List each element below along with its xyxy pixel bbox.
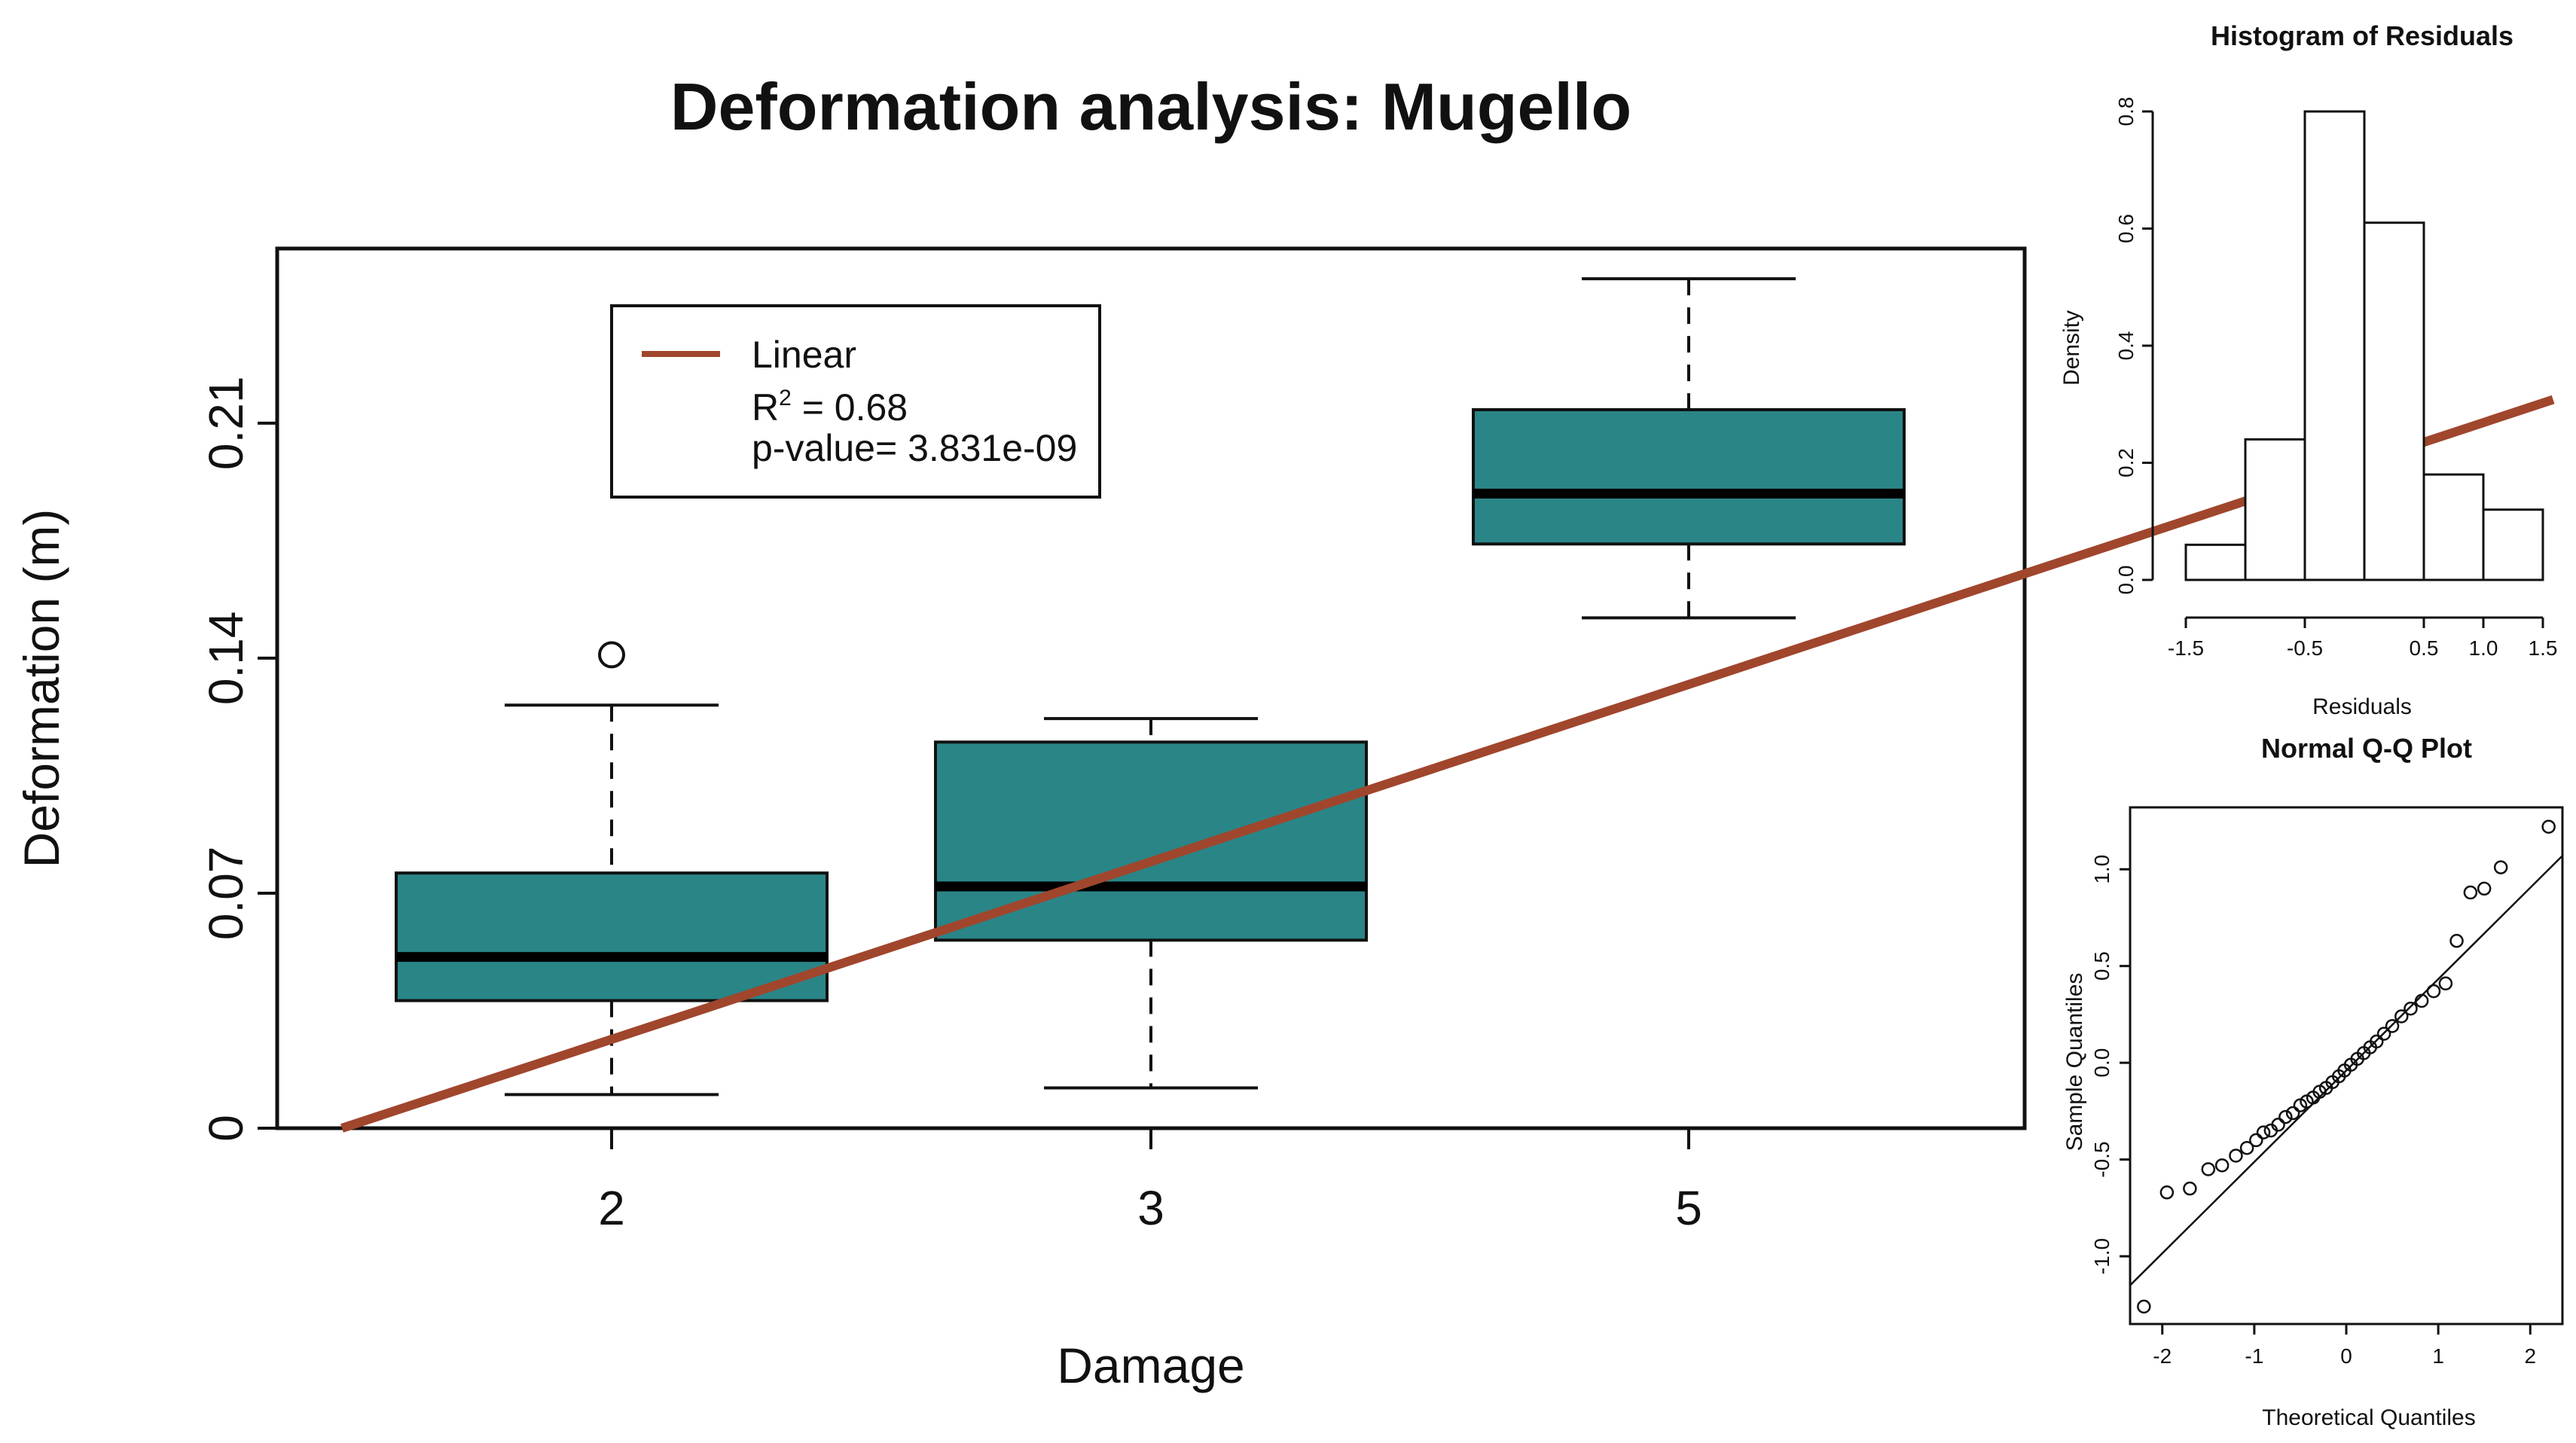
histogram-x-tick-label: 1.0 [2469,636,2498,660]
histogram-y-tick-label: 0.2 [2114,448,2138,477]
qq-point [2183,1181,2197,1196]
qq-point [2463,885,2478,900]
histogram-bar [2422,473,2485,581]
main-legend: Linear R2 = 0.68 p-value= 3.831e-09 [610,304,1101,499]
histogram-bar [2482,508,2544,581]
qq-point [2438,976,2453,991]
qq-point [2370,1034,2384,1049]
x-tick-label: 2 [598,1181,625,1235]
histogram-y-tick-label: 0.4 [2114,331,2138,361]
qq-title: Normal Q-Q Plot [2261,733,2472,764]
histogram-bars [2184,110,2544,581]
qq-y-tick-label: -0.5 [2090,1141,2114,1177]
outlier-point [598,641,625,669]
qq-point [2285,1106,2300,1121]
box-damage-2 [395,641,829,1097]
qq-point [2137,1299,2151,1314]
histogram-x-tick-label: -0.5 [2287,636,2323,660]
box-damage-5 [1472,277,1906,620]
qq-point [2278,1109,2293,1124]
qq-x-tick-label: -1 [2245,1344,2263,1368]
y-tick-label: 0.14 [199,612,253,706]
histogram-x-tick-label: -1.5 [2168,636,2204,660]
qq-point [2239,1140,2254,1155]
histogram-y-tick-label: 0.0 [2114,566,2138,595]
qq-plot-chart: Normal Q-Q Plot -2 -1 0 1 2 -1.0 -0.5 0.0 0.5 1.… [2062,733,2564,1430]
main-x-axis: 2 3 5 [598,1128,1702,1235]
x-tick-label: 3 [1137,1181,1164,1235]
main-boxes [395,277,1906,1097]
linear-fit-line [340,395,2555,1133]
legend-linear-label: Linear [752,334,856,376]
qq-x-axis-title: Theoretical Quantiles [2262,1405,2475,1430]
histogram-x-axis: -1.5 -0.5 0.5 1.0 1.5 [2168,616,2558,660]
qq-point [2376,1027,2391,1041]
qq-y-axis-title: Sample Quantiles [2062,973,2087,1152]
qq-reference-line [2129,855,2563,1286]
histogram-title: Histogram of Residuals [2211,20,2513,51]
qq-x-tick-label: 1 [2432,1344,2444,1368]
qq-point [2404,1001,2418,1016]
main-boxplot-chart: Deformation analysis: Mugello 00.070.140… [14,69,2555,1393]
histogram-x-tick-label: 1.5 [2529,636,2558,660]
y-tick-label: 0 [199,1115,253,1142]
qq-point [2256,1125,2271,1139]
qq-point [2477,881,2492,896]
qq-point [2214,1158,2230,1173]
histogram-bar [2363,221,2425,581]
qq-point [2541,819,2556,834]
histogram-bar [2184,543,2247,581]
qq-point [2394,1009,2409,1024]
qq-y-tick-label: 0.0 [2090,1048,2114,1078]
histogram-y-axis: 0.0 0.2 0.4 0.6 0.8 [2114,97,2154,595]
histogram-y-axis-title: Density [2059,310,2084,386]
qq-point [2449,934,2464,948]
qq-point [2271,1118,2285,1132]
histogram-bar [2244,438,2306,581]
histogram-y-tick-label: 0.6 [2114,214,2138,243]
qq-y-axis: -1.0 -0.5 0.0 0.5 1.0 [2090,855,2130,1274]
main-x-axis-title: Damage [1057,1338,1244,1393]
qq-point [2249,1133,2263,1148]
iqr-box [1472,407,1906,546]
iqr-box [395,871,829,1002]
qq-x-tick-label: -2 [2153,1344,2172,1368]
qq-y-tick-label: 1.0 [2090,855,2114,884]
qq-x-tick-label: 2 [2524,1344,2536,1368]
legend-pvalue-label: p-value= 3.831e-09 [752,427,1077,469]
histogram-chart: Histogram of Residuals -1.5 -0.5 0.5 1.0 1.5… [2059,20,2557,719]
histogram-x-axis-title: Residuals [2312,694,2412,719]
qq-point [2493,860,2508,874]
histogram-x-tick-label: 0.5 [2410,636,2439,660]
qq-y-tick-label: 0.5 [2090,951,2114,981]
qq-point [2385,1019,2400,1033]
qq-x-axis: -2 -1 0 1 2 [2153,1324,2536,1368]
qq-point [2414,993,2429,1008]
qq-y-tick-label: -1.0 [2090,1238,2114,1274]
legend-box [610,304,1101,499]
histogram-bar [2303,110,2366,581]
y-tick-label: 0.07 [199,847,253,941]
qq-point [2229,1149,2243,1163]
y-tick-label: 0.21 [199,377,253,471]
x-tick-label: 5 [1675,1181,1702,1235]
qq-points [2137,819,2556,1314]
main-y-axis: 0 0.07 0.14 0.21 [199,377,277,1142]
main-y-axis-title: Deformation (m) [14,509,69,868]
histogram-y-tick-label: 0.8 [2114,97,2138,127]
qq-point [2201,1162,2216,1176]
qq-x-tick-label: 0 [2340,1344,2352,1368]
main-chart-title: Deformation analysis: Mugello [670,69,1631,144]
qq-point [2426,984,2441,999]
qq-point [2159,1185,2175,1200]
legend-r2-label: R2 = 0.68 [752,386,908,429]
